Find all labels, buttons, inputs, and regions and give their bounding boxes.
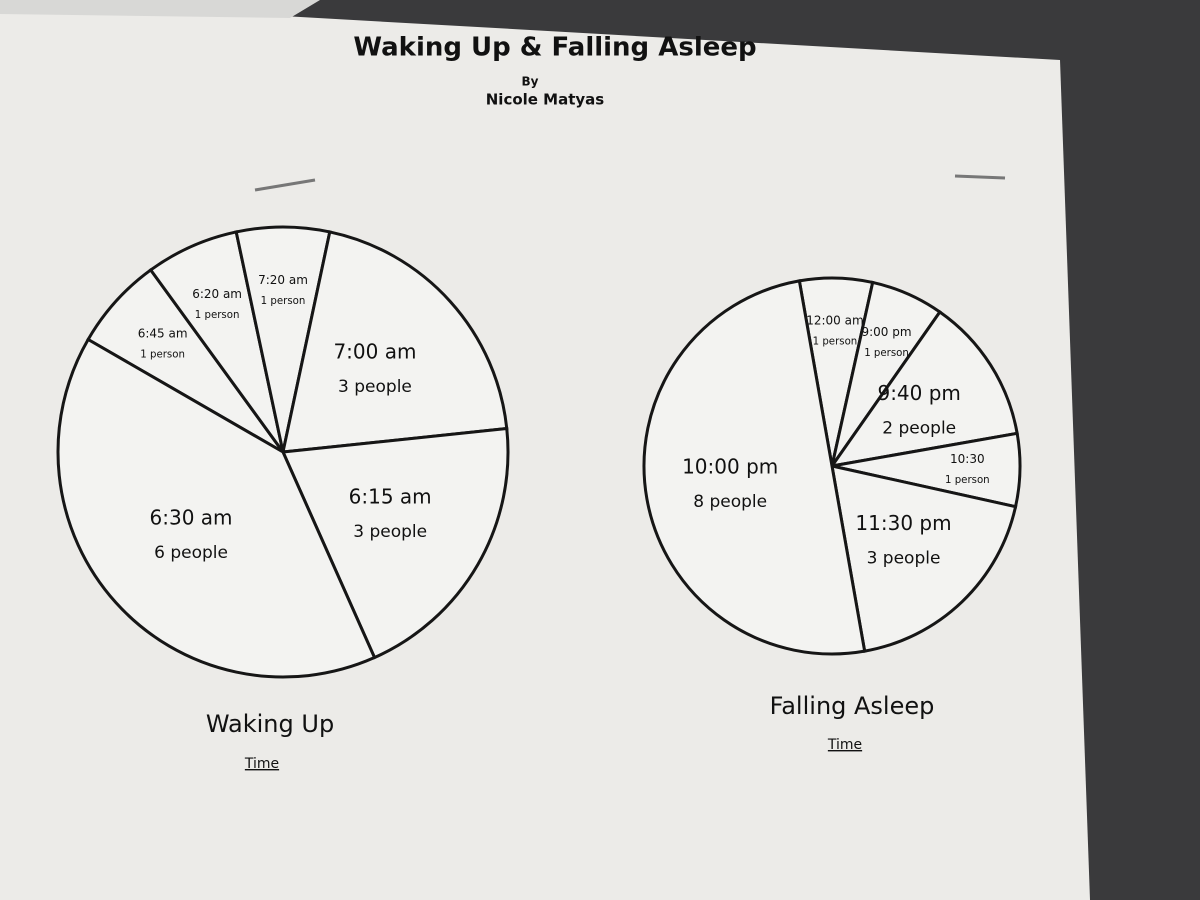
- pie-slice: [280, 426, 510, 660]
- staple: [254, 178, 316, 192]
- slice-value-label: 3 people: [338, 377, 412, 397]
- chart-title: Waking Up: [206, 710, 334, 738]
- pie-slice: [642, 279, 867, 656]
- pie-slice: [281, 230, 509, 454]
- slice-label: 6:20 am: [192, 287, 242, 301]
- page-title: Waking Up & Falling Asleep: [353, 33, 756, 63]
- chart-subtitle: Time: [827, 737, 862, 753]
- slice-label: 9:40 pm: [877, 381, 960, 405]
- slice-value-label: 1 person: [261, 296, 306, 307]
- slice-value-label: 3 people: [867, 549, 941, 569]
- slice-value-label: 6 people: [154, 543, 228, 563]
- slice-value-label: 1 person: [813, 336, 858, 347]
- slice-label: 10:30: [950, 452, 985, 466]
- slice-label: 12:00 am: [806, 314, 863, 328]
- chart-subtitle: Time: [244, 756, 279, 772]
- pie-slice: [56, 337, 377, 679]
- slice-label: 9:00 pm: [861, 325, 911, 339]
- slice-label: 10:00 pm: [682, 454, 778, 478]
- slice-value-label: 1 person: [864, 348, 909, 359]
- slice-label: 6:15 am: [349, 484, 432, 508]
- slice-value-label: 1 person: [945, 475, 990, 486]
- chart-title: Falling Asleep: [770, 692, 935, 720]
- staple: [954, 174, 1006, 180]
- slice-value-label: 2 people: [882, 418, 956, 438]
- slice-value-label: 1 person: [195, 310, 240, 321]
- author: Nicole Matyas: [486, 91, 605, 109]
- slice-label: 6:45 am: [138, 327, 188, 341]
- paper-edge: [0, 0, 320, 18]
- pie-slice: [828, 309, 1019, 469]
- slice-label: 11:30 pm: [855, 511, 951, 535]
- slice-value-label: 8 people: [693, 492, 767, 512]
- byline: By: [522, 75, 539, 89]
- slice-label: 7:20 am: [258, 273, 308, 287]
- slice-label: 6:30 am: [150, 505, 233, 529]
- slice-value-label: 1 person: [140, 349, 185, 360]
- pie-slice: [830, 464, 1018, 653]
- slice-label: 7:00 am: [333, 340, 416, 364]
- slice-value-label: 3 people: [353, 522, 427, 542]
